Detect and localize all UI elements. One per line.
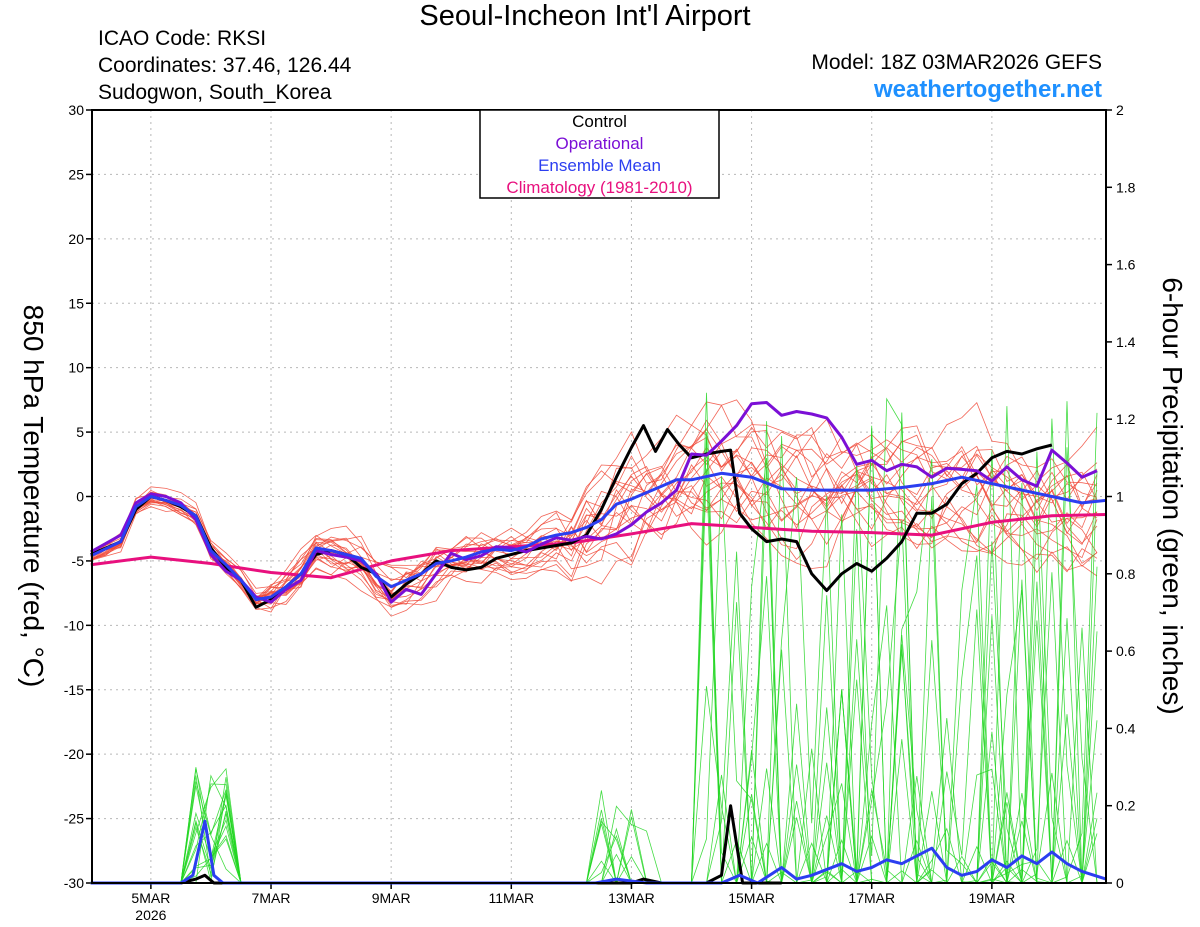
x-tick-label: 13MAR	[608, 890, 655, 906]
ensemble-member-precip-line	[90, 412, 1098, 885]
ensemble-member-precip-line	[90, 412, 1097, 884]
x-tick-label: 7MAR	[252, 890, 291, 906]
y2-tick-label: 1.4	[1116, 334, 1136, 350]
legend-box	[479, 109, 720, 199]
x-tick-label: 15MAR	[728, 890, 775, 906]
page-title: Seoul-Incheon Int'l Airport	[419, 0, 751, 32]
y2-tick-label: 1	[1116, 489, 1124, 505]
x-tick-label: 17MAR	[848, 890, 895, 906]
x-tick-label: 19MAR	[969, 890, 1016, 906]
y-tick-label: 25	[68, 166, 84, 182]
model-run: Model: 18Z 03MAR2026 GEFS	[811, 51, 1102, 74]
legend-entry: Control	[572, 112, 627, 131]
ensemble-member-temp-line	[90, 401, 1098, 597]
coordinates: Coordinates: 37.46, 126.44	[98, 54, 352, 77]
y2-tick-label: 2	[1116, 102, 1124, 118]
y2-tick-label: 0.8	[1116, 566, 1136, 582]
y2-tick-label: 0	[1116, 875, 1124, 891]
y2-tick-label: 0.2	[1116, 798, 1136, 814]
ensemble-member-precip-line	[90, 392, 1098, 884]
legend-entry: Climatology (1981-2010)	[506, 178, 692, 197]
y-tick-label: -10	[64, 617, 84, 633]
ensemble-member-temp-line	[90, 447, 1098, 605]
y2-tick-label: 1.6	[1116, 257, 1136, 273]
climatology-1981-2010-temp-line	[90, 513, 1107, 580]
ensemble-member-temp-line	[90, 446, 1098, 594]
ensemble-member-precip-line	[90, 541, 1098, 884]
y-tick-label: 10	[68, 360, 84, 376]
y-tick-label: -30	[64, 875, 84, 891]
ensemble-member-precip-line	[90, 418, 1097, 885]
region: Sudogwon, South_Korea	[98, 81, 332, 104]
legend-entry: Operational	[556, 134, 644, 153]
x-tick-label: 9MAR	[372, 890, 411, 906]
y-tick-label: -5	[72, 553, 85, 569]
y-tick-label: 15	[68, 295, 84, 311]
ensemble-mean-temp-line	[90, 471, 1107, 602]
ensemble-member-precip-line	[90, 462, 1097, 885]
y-tick-label: -15	[64, 682, 84, 698]
ensemble-member-temp-line	[90, 455, 1098, 613]
ensemble-member-temp-line	[90, 425, 1098, 606]
ensemble-member-temp-line	[90, 419, 1098, 601]
ensemble-members-precipitation	[90, 392, 1098, 885]
icao-code: ICAO Code: RKSI	[98, 27, 267, 50]
x-year-label: 2026	[135, 907, 166, 923]
y-tick-label: 5	[76, 424, 84, 440]
y-tick-label: -20	[64, 746, 84, 762]
website-link[interactable]: weathertogether.net	[873, 76, 1102, 103]
y-tick-label: 30	[68, 102, 84, 118]
y2-tick-label: 0.6	[1116, 643, 1136, 659]
operational-temp-line	[90, 401, 1098, 604]
x-tick-label: 5MAR	[131, 890, 170, 906]
ensemble-member-temp-line	[90, 446, 1098, 601]
y2-tick-label: 1.8	[1116, 179, 1136, 195]
legend: Control Operational Ensemble Mean Climatolo…	[479, 109, 720, 199]
ensemble-member-precip-line	[90, 421, 1097, 884]
y2-tick-label: 0.4	[1116, 720, 1136, 736]
ensemble-member-precip-line	[90, 429, 1098, 885]
legend-entry: Ensemble Mean	[538, 156, 661, 175]
y-tick-label: 0	[76, 489, 84, 505]
y-tick-label: -25	[64, 811, 84, 827]
y-tick-label: 20	[68, 231, 84, 247]
y2-tick-label: 1.2	[1116, 411, 1136, 427]
x-tick-label: 11MAR	[488, 890, 534, 906]
